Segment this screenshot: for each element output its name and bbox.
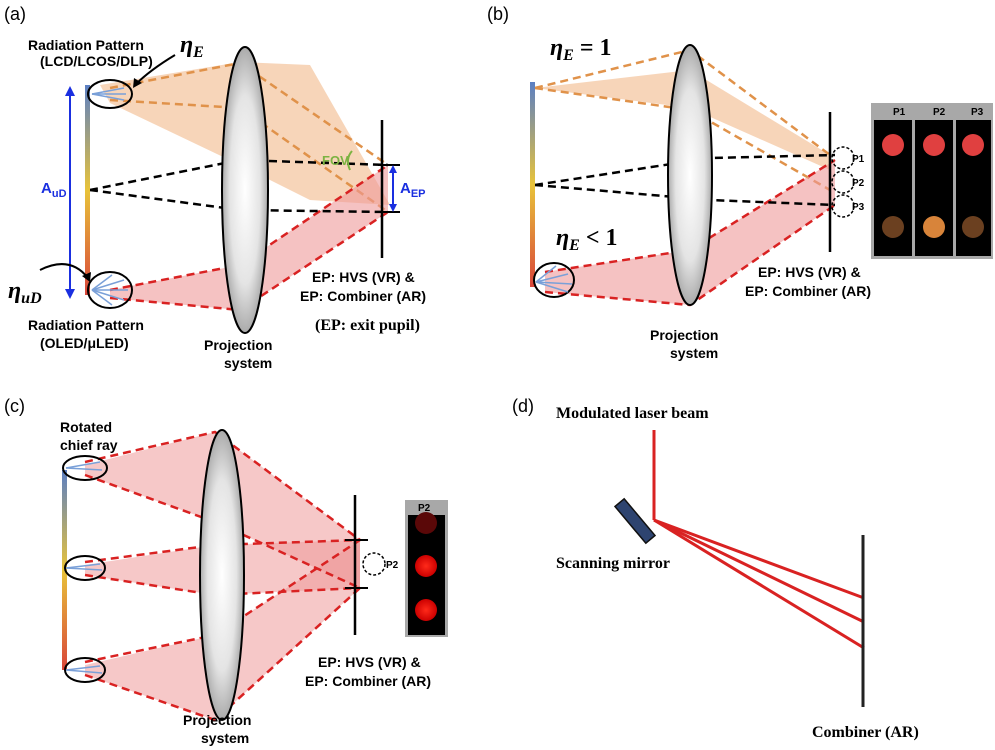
c-ellipse-bottom (64, 657, 106, 683)
laser-label: Modulated laser beam (556, 405, 709, 422)
c-ep-line2: EP: Combiner (AR) (305, 673, 431, 689)
chief-ray-bottom (89, 188, 389, 214)
panel-d: (d) Modulated laser beam Scanning mirror… (512, 396, 919, 741)
chief-ray-top (89, 158, 389, 192)
b-projection-lens (667, 44, 713, 306)
c-pupil-label: P2 (386, 560, 399, 571)
combiner-label: Combiner (AR) (812, 724, 919, 741)
b-red-beam-fill (545, 160, 835, 305)
projection-a-line1: Projection (204, 337, 272, 353)
panel-a: (a) Radiation Pattern (LCD/LCOS/DLP) AuD (4, 4, 426, 371)
ep-line1: EP: HVS (VR) & (312, 269, 415, 285)
a-ud-label: AuD (41, 180, 67, 200)
projection-b-line1: Projection (650, 327, 718, 343)
scan-ray-2 (653, 518, 865, 624)
c-inset-dot-bottom (415, 599, 437, 621)
pupil-p2 (831, 170, 855, 194)
inset-p2-bottom-dot (923, 216, 945, 238)
c-inset-header: P2 (418, 503, 431, 514)
ray-fan-bottom (91, 274, 128, 306)
radiation-ellipse-top (87, 79, 133, 109)
a-ep-label: AEP (400, 180, 426, 200)
projection-a-line2: system (224, 355, 272, 371)
panel-d-label: (d) (512, 396, 534, 416)
radiation-top-line1: Radiation Pattern (28, 37, 144, 53)
c-inset-dot-mid (415, 555, 437, 577)
projection-c-line2: system (201, 730, 249, 746)
panel-b-label: (b) (487, 4, 509, 24)
inset-p1-top-dot (882, 134, 904, 156)
panel-a-label: (a) (4, 4, 26, 24)
b-inset: P1 P2 P3 (871, 103, 993, 259)
radiation-top-line2: (LCD/LCOS/DLP) (40, 53, 153, 69)
b-ep-line1: EP: HVS (VR) & (758, 264, 861, 280)
c-ellipse-top (62, 455, 108, 481)
pupil-p3 (831, 194, 855, 218)
b-radiation-ellipse (533, 262, 575, 298)
ray-fan-top (91, 87, 126, 101)
rotated-line2: chief ray (60, 437, 118, 453)
a-ep-arrowhead-top (389, 165, 397, 173)
a-ep-arrowhead-bottom (389, 204, 397, 212)
c-ep-line1: EP: HVS (VR) & (318, 654, 421, 670)
pupil-p2-label: P2 (852, 178, 865, 189)
eta-bottom-label: ηE < 1 (556, 225, 618, 254)
projection-b-line2: system (670, 345, 718, 361)
c-beam-bottom-fill (85, 540, 360, 720)
inset-p3-top-dot (962, 134, 984, 156)
radiation-bottom-line1: Radiation Pattern (28, 317, 144, 333)
ep-line2: EP: Combiner (AR) (300, 288, 426, 304)
fov-label: FOV (322, 153, 349, 168)
c-ellipse-mid (64, 555, 106, 581)
mirror-label: Scanning mirror (556, 555, 670, 572)
display-panel (85, 85, 90, 295)
inset-header-p1: P1 (893, 107, 906, 118)
scan-ray-1 (653, 518, 865, 600)
radiation-ellipse-bottom (87, 271, 133, 309)
pupil-p1 (831, 146, 855, 170)
rotated-line1: Rotated (60, 419, 112, 435)
b-chief-ray-top (534, 153, 836, 187)
eta-e-label: ηE (180, 32, 204, 61)
projection-lens (221, 46, 269, 334)
b-ep-line2: EP: Combiner (AR) (745, 283, 871, 299)
inset-p2-top-dot (923, 134, 945, 156)
inset-header-p3: P3 (971, 107, 984, 118)
b-orange-beam-fill (535, 70, 830, 170)
b-ray-fan (535, 265, 573, 293)
panel-c: (c) Rotated chief ray P2 (4, 396, 448, 746)
eta-top-label: ηE = 1 (550, 35, 612, 64)
c-ray-fans (65, 461, 103, 674)
a-ud-arrowhead-bottom (65, 289, 75, 299)
inset-p3-bottom-dot (962, 216, 984, 238)
scanning-mirror (613, 497, 657, 545)
eta-e-pointer-head (133, 78, 142, 88)
a-ud-arrowhead-top (65, 86, 75, 96)
projection-c-line1: Projection (183, 712, 251, 728)
scan-ray-3 (653, 518, 865, 650)
inset-p1-bottom-dot (882, 216, 904, 238)
ep-note: (EP: exit pupil) (315, 317, 420, 334)
pupil-p3-label: P3 (852, 202, 865, 213)
radiation-bottom-line2: (OLED/μLED) (40, 335, 129, 351)
eta-ud-label: ηuD (8, 278, 42, 307)
panel-b: (b) ηE = 1 ηE < 1 P1 P2 P3 EP: HVS (VR) & … (487, 4, 993, 361)
fov-arc (346, 150, 353, 171)
c-inset: P2 (405, 500, 448, 637)
c-projection-lens (199, 429, 245, 721)
b-display-panel (530, 82, 535, 287)
c-inset-dot-top (415, 512, 437, 534)
c-pupil-p2 (362, 552, 386, 576)
inset-header-p2: P2 (933, 107, 946, 118)
eta-ud-pointer (39, 263, 89, 279)
panel-c-label: (c) (4, 396, 25, 416)
pupil-p1-label: P1 (852, 154, 865, 165)
eta-ud-pointer-head (82, 272, 91, 282)
